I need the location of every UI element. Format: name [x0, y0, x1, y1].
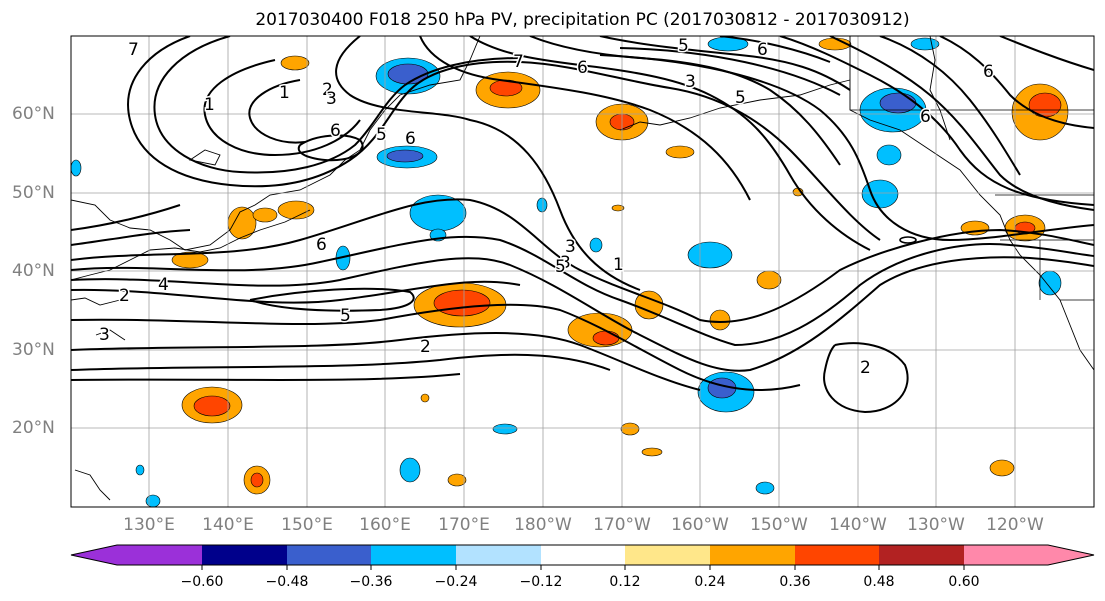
colorbar-tick-label: 0.48: [863, 574, 895, 590]
colorbar-tick-label: 0.60: [948, 574, 980, 590]
lon-label: 120°W: [986, 515, 1044, 535]
lon-label: 180°W: [514, 515, 572, 535]
colorbar-segment: [964, 545, 1048, 565]
graticule: [71, 36, 1094, 507]
colorbar-segment: [287, 545, 371, 565]
lon-label: 170°W: [593, 515, 651, 535]
contour-label: 5: [555, 257, 566, 277]
lat-label: 50°N: [12, 183, 55, 203]
contour-label: 1: [279, 83, 290, 103]
colorbar: [70, 544, 1095, 570]
contour-label: 6: [577, 58, 588, 78]
colorbar-tick-label: −0.24: [434, 574, 478, 590]
contour-label: 2: [119, 286, 130, 306]
colorbar-tick-label: −0.60: [180, 574, 224, 590]
colorbar-segment: [456, 545, 541, 565]
lon-label: 160°W: [671, 515, 729, 535]
contour-label: 2: [860, 358, 871, 378]
lat-label: 30°N: [12, 340, 55, 360]
colorbar-tick-label: −0.48: [265, 574, 309, 590]
contour-labels: 7 6 5 2 1 3 7 6 5 3 6 5 6 1 6 4 3 2 3 5 …: [98, 35, 996, 380]
colorbar-extend-high: [1048, 545, 1094, 565]
colorbar-tick-label: 0.12: [609, 574, 641, 590]
map-title: 2017030400 F018 250 hPa PV, precipitatio…: [255, 10, 910, 30]
contour-label: 3: [326, 89, 337, 109]
map-frame: [70, 35, 1095, 508]
contour-label: 3: [99, 325, 110, 345]
contour-label: 6: [405, 129, 416, 149]
colorbar-segment: [625, 545, 710, 565]
contour-label: 5: [678, 36, 689, 56]
borders: [850, 109, 1094, 301]
contour-label: 1: [613, 255, 624, 275]
lon-label: 130°W: [907, 515, 965, 535]
lon-label: 140°W: [829, 515, 887, 535]
pv-contours: [71, 36, 1094, 414]
contour-label: 6: [330, 121, 341, 141]
colorbar-segment: [795, 545, 879, 565]
lon-label: 170°E: [438, 515, 490, 535]
colorbar-segment: [541, 545, 625, 565]
contour-label: 6: [316, 235, 327, 255]
colorbar-segment: [117, 545, 202, 565]
contour-label: 5: [735, 88, 746, 108]
contour-label: 5: [340, 306, 351, 326]
pv-contour-closed: [899, 236, 917, 244]
colorbar-segment: [371, 545, 456, 565]
lon-label: 140°E: [202, 515, 254, 535]
colorbar-extend-low: [71, 545, 117, 565]
colorbar-tick-label: −0.12: [519, 574, 563, 590]
lon-label: 150°E: [281, 515, 333, 535]
colorbar-tick-label: 0.36: [779, 574, 811, 590]
contour-label: 1: [204, 95, 215, 115]
colorbar-tick-label: 0.24: [694, 574, 726, 590]
contour-label: 7: [513, 52, 524, 72]
lat-label: 20°N: [12, 418, 55, 438]
colorbar-segment: [879, 545, 964, 565]
contour-label: 6: [757, 40, 768, 60]
contour-label: 3: [685, 72, 696, 92]
contour-label: 6: [920, 107, 931, 127]
lat-label: 40°N: [12, 261, 55, 281]
contour-label: 2: [420, 337, 431, 357]
contour-label: 3: [565, 237, 576, 257]
map-plot-area: [71, 36, 1094, 507]
colorbar-segment: [710, 545, 795, 565]
colorbar-tick-label: −0.36: [349, 574, 393, 590]
lon-label: 160°E: [359, 515, 411, 535]
contour-label: 4: [158, 275, 169, 295]
lon-label: 150°W: [750, 515, 808, 535]
contour-label: 7: [128, 40, 139, 60]
contour-label: 5: [376, 125, 387, 145]
lon-label: 130°E: [123, 515, 175, 535]
contour-label: 6: [983, 62, 994, 82]
lat-label: 60°N: [12, 104, 55, 124]
contour-label: 3: [560, 253, 571, 273]
contour-label: 2: [322, 80, 333, 100]
colorbar-segment: [202, 545, 287, 565]
